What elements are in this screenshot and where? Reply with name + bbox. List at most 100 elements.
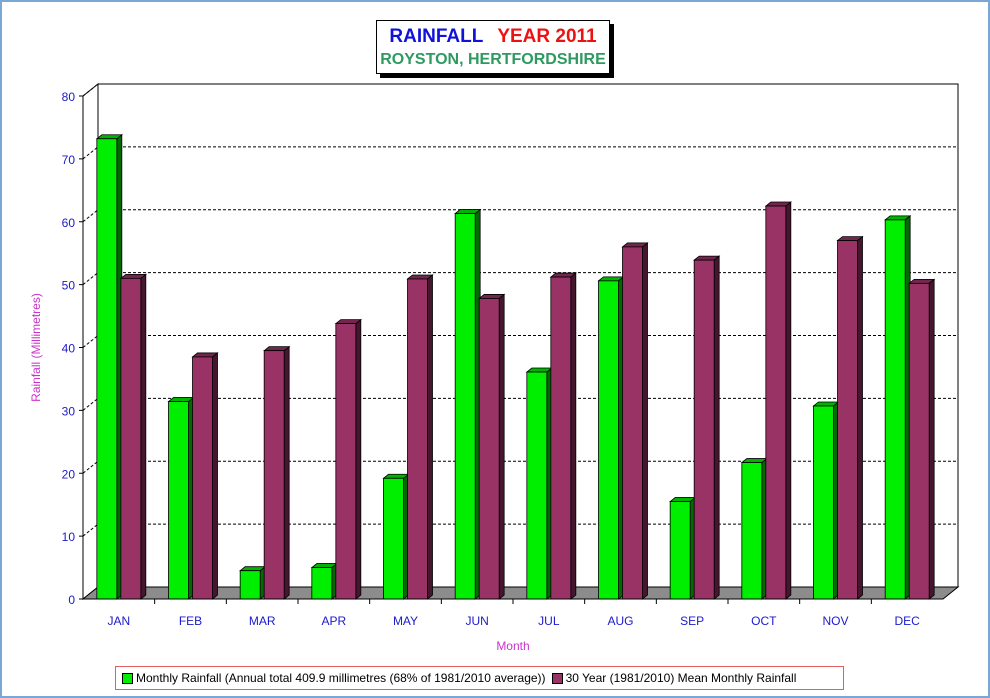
y-tick-label: 0 bbox=[68, 593, 75, 607]
bar-may-s1 bbox=[407, 278, 428, 600]
x-tick-label: JAN bbox=[107, 614, 130, 628]
bar-top-jul-s0 bbox=[525, 367, 553, 373]
x-tick-label: AUG bbox=[607, 614, 633, 628]
bar-top-may-s1 bbox=[406, 274, 434, 280]
bar-top-mar-s0 bbox=[239, 566, 267, 572]
bar-side-feb-s1 bbox=[212, 352, 218, 600]
bar-jan-s1 bbox=[120, 277, 142, 600]
bar-dec-s0 bbox=[884, 219, 906, 600]
bar-top-apr-s0 bbox=[310, 563, 338, 568]
bar-side-sep-s1 bbox=[713, 255, 720, 600]
y-tick-label: 30 bbox=[62, 404, 76, 418]
x-tick-label: JUL bbox=[538, 614, 560, 628]
bar-nov-s0 bbox=[813, 405, 834, 600]
bar-top-nov-s0 bbox=[812, 401, 840, 407]
bar-side-mar-s1 bbox=[283, 345, 290, 600]
bar-oct-s1 bbox=[765, 205, 787, 600]
bar-top-mar-s1 bbox=[263, 346, 291, 352]
bar-side-apr-s1 bbox=[355, 318, 362, 600]
bar-jul-s1 bbox=[550, 276, 572, 600]
bar-apr-s0 bbox=[311, 567, 333, 600]
grid-line-side bbox=[82, 397, 99, 411]
bar-top-feb-s0 bbox=[167, 397, 195, 402]
bar-oct-s0 bbox=[741, 462, 763, 600]
bar-top-jul-s1 bbox=[549, 272, 577, 278]
bar-top-dec-s1 bbox=[908, 278, 936, 284]
bar-top-aug-s0 bbox=[597, 276, 625, 282]
x-tick-label: OCT bbox=[751, 614, 777, 628]
bar-side-oct-s1 bbox=[785, 201, 792, 600]
bar-top-jun-s1 bbox=[478, 294, 506, 299]
legend-swatch-monthly bbox=[122, 672, 133, 684]
chart-legend: Monthly Rainfall (Annual total 409.9 mil… bbox=[115, 666, 844, 690]
x-tick-label: JUN bbox=[465, 614, 488, 628]
bar-aug-s0 bbox=[598, 280, 619, 600]
bar-jan-s0 bbox=[96, 138, 118, 600]
y-tick-label: 20 bbox=[62, 467, 76, 481]
grid-line-side bbox=[82, 83, 99, 97]
grid-line-side bbox=[82, 209, 99, 223]
bar-top-feb-s1 bbox=[191, 352, 219, 358]
bar-side-jun-s1 bbox=[498, 293, 505, 600]
bar-top-sep-s1 bbox=[693, 255, 721, 261]
bar-top-oct-s1 bbox=[764, 201, 792, 207]
bar-side-jan-s1 bbox=[140, 273, 147, 600]
bar-side-aug-s1 bbox=[642, 242, 648, 600]
legend-label-monthly: Monthly Rainfall (Annual total 409.9 mil… bbox=[136, 671, 546, 685]
grid-line-side bbox=[82, 272, 99, 286]
x-tick-label: SEP bbox=[680, 614, 704, 628]
x-tick-label: APR bbox=[321, 614, 346, 628]
bar-aug-s1 bbox=[622, 246, 643, 600]
bar-apr-s1 bbox=[335, 323, 357, 600]
bar-jul-s0 bbox=[526, 371, 548, 600]
chart-subtitle: ROYSTON, HERTFORDSHIRE bbox=[380, 51, 606, 68]
bar-sep-s0 bbox=[669, 501, 691, 600]
plot-side-wall bbox=[82, 82, 99, 601]
y-tick-label: 50 bbox=[62, 279, 76, 293]
y-tick-label: 70 bbox=[62, 153, 76, 167]
bar-side-nov-s1 bbox=[857, 235, 863, 600]
bar-top-dec-s0 bbox=[884, 215, 912, 221]
bar-top-apr-s1 bbox=[334, 319, 362, 325]
bar-side-dec-s1 bbox=[928, 278, 935, 600]
bar-jun-s0 bbox=[454, 213, 476, 600]
grid-line-side bbox=[82, 146, 99, 160]
bar-top-jan-s0 bbox=[95, 134, 123, 140]
legend-item-monthly: Monthly Rainfall (Annual total 409.9 mil… bbox=[122, 671, 546, 685]
bar-may-s0 bbox=[383, 477, 404, 600]
bar-top-oct-s0 bbox=[740, 458, 768, 463]
bar-mar-s0 bbox=[239, 570, 261, 600]
bar-top-nov-s1 bbox=[836, 236, 864, 242]
x-tick-label: FEB bbox=[179, 614, 202, 628]
bar-top-jun-s0 bbox=[454, 209, 482, 214]
x-tick-label: MAY bbox=[393, 614, 418, 628]
x-axis-title: Month bbox=[496, 639, 529, 653]
x-tick-label: MAR bbox=[249, 614, 276, 628]
chart-title-box: RAINFALL YEAR 2011 ROYSTON, HERTFORDSHIRE bbox=[376, 20, 610, 74]
chart-title-year: YEAR 2011 bbox=[497, 26, 597, 47]
bar-top-jan-s1 bbox=[119, 273, 147, 279]
bar-mar-s1 bbox=[263, 350, 285, 600]
bar-top-aug-s1 bbox=[621, 242, 649, 248]
y-axis-title: Rainfall (Millimetres) bbox=[29, 293, 43, 402]
x-tick-label: DEC bbox=[894, 614, 920, 628]
y-tick-label: 40 bbox=[62, 342, 76, 356]
bar-feb-s0 bbox=[168, 401, 189, 600]
y-tick-label: 10 bbox=[62, 530, 76, 544]
bar-feb-s1 bbox=[192, 356, 213, 600]
bar-side-jul-s1 bbox=[570, 272, 577, 600]
y-tick-label: 60 bbox=[62, 216, 76, 230]
legend-item-mean: 30 Year (1981/2010) Mean Monthly Rainfal… bbox=[551, 671, 797, 685]
bar-jun-s1 bbox=[478, 298, 500, 600]
grid-line-side bbox=[82, 335, 99, 348]
bar-dec-s1 bbox=[908, 282, 930, 600]
chart-title: RAINFALL bbox=[389, 26, 484, 47]
grid-line-side bbox=[82, 523, 99, 537]
bar-side-may-s1 bbox=[427, 274, 433, 600]
legend-label-mean: 30 Year (1981/2010) Mean Monthly Rainfal… bbox=[565, 671, 797, 685]
bar-top-sep-s0 bbox=[669, 497, 697, 502]
y-tick-label: 80 bbox=[62, 90, 76, 104]
x-tick-label: NOV bbox=[822, 614, 848, 628]
bar-sep-s1 bbox=[693, 259, 715, 600]
